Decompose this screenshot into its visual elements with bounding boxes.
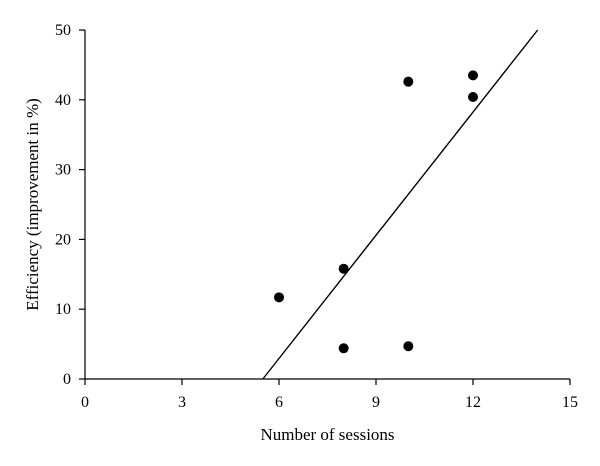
- y-tick-label: 30: [55, 162, 71, 179]
- data-point: [338, 263, 349, 274]
- x-axis-title: Number of sessions: [260, 425, 394, 444]
- data-points: [274, 70, 478, 354]
- x-ticks: 0 3 6 9 12 15: [81, 379, 578, 411]
- y-ticks: 0 10 20 30 40 50: [55, 22, 85, 388]
- fit-line: [262, 29, 539, 380]
- plot-area: 0 3 6 9 12 15 0 10 20 30 40 50: [55, 22, 578, 411]
- data-point: [403, 76, 414, 87]
- y-tick-label: 20: [55, 231, 71, 248]
- x-tick-label: 3: [178, 394, 186, 411]
- data-point: [403, 341, 414, 352]
- x-tick-label: 0: [81, 394, 89, 411]
- data-point: [468, 92, 478, 103]
- data-point: [468, 70, 478, 81]
- y-tick-label: 10: [55, 301, 71, 318]
- x-tick-label: 15: [562, 394, 578, 411]
- x-tick-label: 9: [372, 394, 380, 411]
- data-point: [338, 343, 349, 354]
- data-point: [274, 292, 284, 303]
- y-axis-title: Efficiency (improvement in %): [23, 98, 42, 311]
- y-tick-label: 40: [55, 92, 71, 109]
- y-tick-label: 50: [55, 22, 71, 39]
- x-tick-label: 6: [275, 394, 283, 411]
- x-tick-label: 12: [465, 394, 481, 411]
- y-tick-label: 0: [63, 371, 71, 388]
